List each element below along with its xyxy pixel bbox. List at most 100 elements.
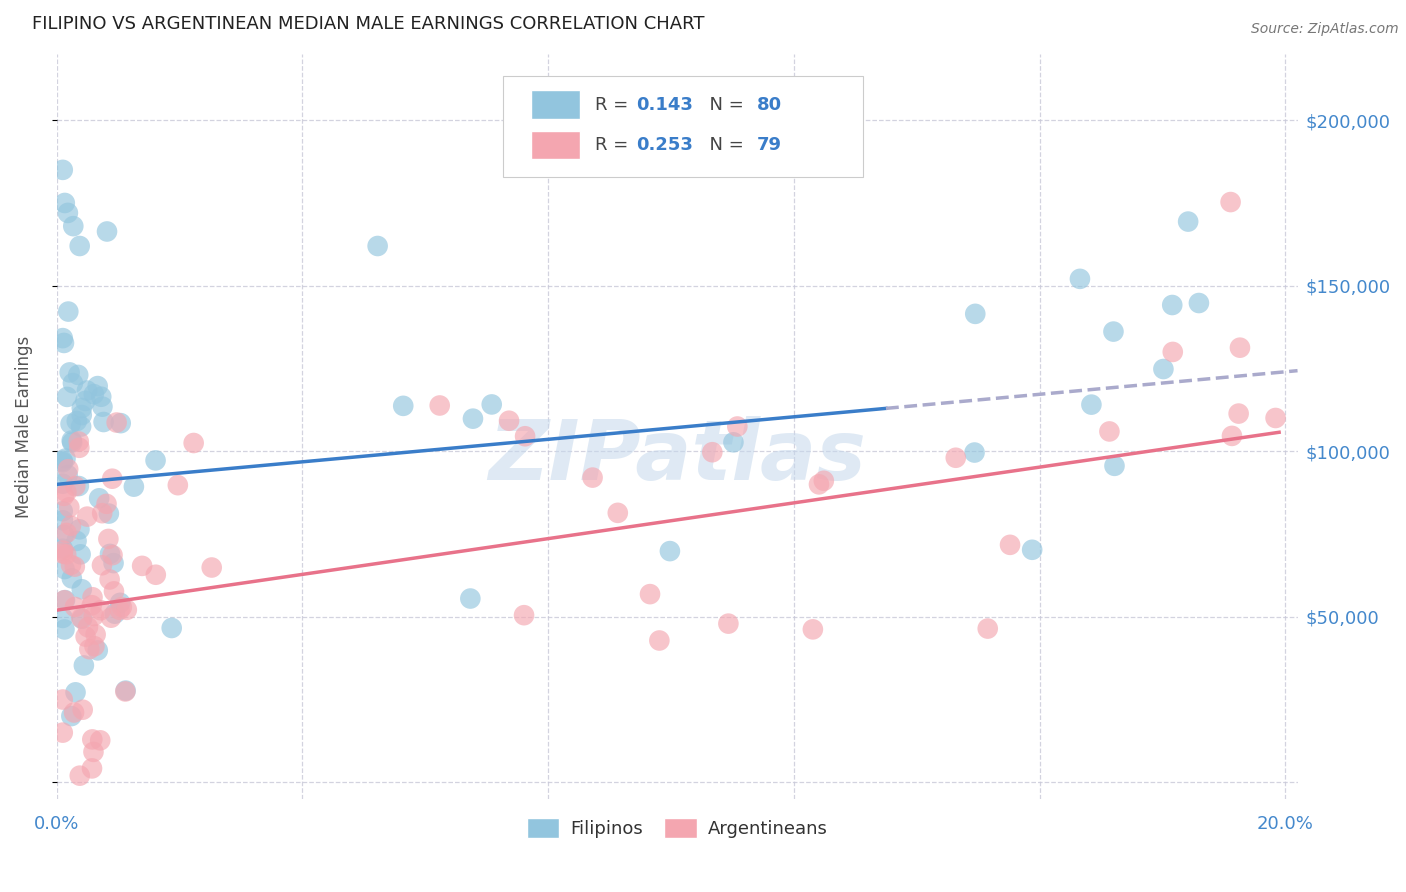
- Point: [52, 454, 75, 468]
- Point: [100, 610, 122, 624]
- Point: [59, 366, 82, 380]
- Point: [53, 593, 76, 607]
- Point: [60, 571, 83, 585]
- Point: [56, 462, 79, 476]
- Point: [69, 769, 91, 783]
- Point: [56, 467, 79, 482]
- Text: N =: N =: [699, 95, 749, 113]
- Point: [79, 642, 101, 657]
- Point: [98, 573, 121, 587]
- Point: [63, 599, 86, 614]
- Text: Source: ZipAtlas.com: Source: ZipAtlas.com: [1251, 22, 1399, 37]
- FancyBboxPatch shape: [530, 131, 581, 159]
- Point: [105, 416, 128, 430]
- Point: [83, 639, 105, 653]
- Point: [69, 522, 91, 536]
- Point: [56, 206, 79, 220]
- Point: [65, 533, 87, 548]
- Point: [77, 620, 100, 634]
- Point: [70, 419, 93, 434]
- Point: [101, 472, 124, 486]
- Text: 0.253: 0.253: [636, 136, 693, 153]
- Point: [82, 732, 104, 747]
- Point: [60, 435, 83, 450]
- Point: [801, 623, 824, 637]
- Point: [807, 477, 830, 491]
- Point: [60, 709, 83, 723]
- Point: [1104, 458, 1126, 473]
- Point: [111, 600, 134, 615]
- Point: [52, 541, 75, 556]
- Point: [723, 435, 745, 450]
- Point: [1102, 325, 1125, 339]
- Text: 79: 79: [756, 136, 782, 153]
- Point: [52, 543, 75, 558]
- Point: [998, 538, 1021, 552]
- FancyBboxPatch shape: [530, 90, 581, 119]
- Point: [1219, 195, 1241, 210]
- Point: [59, 518, 82, 533]
- Point: [1220, 429, 1243, 443]
- Point: [648, 633, 671, 648]
- Point: [58, 500, 80, 515]
- Point: [103, 556, 125, 570]
- Point: [367, 239, 389, 253]
- Point: [84, 627, 107, 641]
- Point: [1161, 298, 1184, 312]
- Point: [53, 196, 76, 211]
- Point: [145, 453, 167, 467]
- Point: [108, 603, 131, 617]
- Point: [52, 547, 75, 561]
- Point: [160, 621, 183, 635]
- Point: [67, 368, 90, 382]
- FancyBboxPatch shape: [503, 77, 863, 177]
- Point: [481, 397, 503, 411]
- Point: [498, 414, 520, 428]
- Point: [75, 630, 97, 644]
- Point: [392, 399, 415, 413]
- Point: [145, 567, 167, 582]
- Point: [80, 598, 103, 612]
- Point: [65, 479, 87, 493]
- Point: [58, 304, 80, 318]
- Point: [53, 527, 76, 541]
- Point: [60, 434, 83, 448]
- Point: [98, 547, 121, 561]
- Point: [91, 558, 114, 573]
- Point: [53, 562, 76, 576]
- Point: [702, 445, 724, 459]
- Point: [101, 548, 124, 562]
- Point: [166, 478, 188, 492]
- Point: [89, 733, 111, 747]
- Point: [90, 390, 112, 404]
- Point: [63, 559, 86, 574]
- Point: [52, 692, 75, 706]
- Point: [52, 725, 75, 739]
- Text: N =: N =: [699, 136, 749, 153]
- Text: 80: 80: [756, 95, 782, 113]
- Point: [97, 532, 120, 546]
- Point: [59, 558, 82, 572]
- Point: [977, 622, 1000, 636]
- Y-axis label: Median Male Earnings: Median Male Earnings: [15, 335, 32, 517]
- Point: [725, 419, 748, 434]
- Point: [80, 761, 103, 775]
- Point: [53, 623, 76, 637]
- Point: [52, 162, 75, 177]
- Point: [429, 399, 451, 413]
- Point: [55, 525, 77, 540]
- Point: [460, 591, 482, 606]
- Point: [183, 436, 205, 450]
- Point: [1227, 407, 1250, 421]
- Point: [108, 596, 131, 610]
- Point: [813, 474, 835, 488]
- Point: [70, 612, 93, 626]
- Point: [1152, 362, 1174, 376]
- Text: 0.143: 0.143: [636, 95, 693, 113]
- Point: [1098, 425, 1121, 439]
- Point: [91, 506, 114, 520]
- Point: [83, 387, 105, 401]
- Point: [56, 390, 79, 404]
- Point: [104, 607, 127, 621]
- Point: [103, 584, 125, 599]
